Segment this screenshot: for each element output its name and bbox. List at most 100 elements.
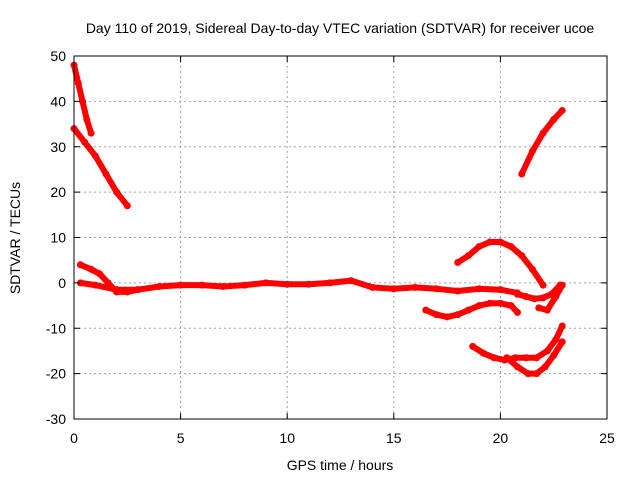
- data-point: [87, 265, 95, 273]
- data-point: [524, 370, 532, 378]
- data-point: [262, 279, 270, 287]
- x-axis-label: GPS time / hours: [287, 457, 394, 473]
- data-point: [552, 336, 560, 344]
- data-point: [528, 265, 536, 273]
- x-tick-label: 15: [386, 430, 402, 446]
- data-point: [74, 79, 82, 87]
- series-line-arc-low-left: [469, 323, 566, 363]
- y-tick-label: -30: [46, 411, 66, 427]
- data-point: [347, 277, 355, 285]
- data-point: [522, 354, 530, 362]
- data-point: [475, 302, 483, 310]
- data-point: [539, 281, 547, 289]
- data-point: [432, 285, 440, 293]
- y-tick-label: 10: [50, 230, 66, 246]
- data-point: [518, 252, 526, 260]
- y-tick-label: 40: [50, 93, 66, 109]
- axis-ticks: 0 5 10 15 20 25 -30 -20 -10 0 10 20 30 40 50: [46, 48, 615, 446]
- data-point: [113, 188, 121, 196]
- data-point: [469, 342, 477, 350]
- series-line-arc-dip-mid: [422, 300, 521, 320]
- y-tick-label: 50: [50, 48, 66, 64]
- data-point: [503, 354, 511, 362]
- x-tick-label: 20: [493, 430, 509, 446]
- data-point: [522, 292, 530, 300]
- data-point: [91, 152, 99, 160]
- x-tick-label: 5: [177, 430, 185, 446]
- data-point: [241, 281, 249, 289]
- y-tick-label: -20: [46, 366, 66, 382]
- data-point: [539, 294, 547, 302]
- data-point: [411, 283, 419, 291]
- data-point: [533, 370, 541, 378]
- data-point: [552, 292, 560, 300]
- data-point: [558, 322, 566, 330]
- data-point: [368, 283, 376, 291]
- series-line-arc-baseline: [77, 277, 521, 296]
- y-tick-label: 0: [58, 275, 66, 291]
- data-point: [513, 290, 521, 298]
- data-point: [79, 97, 87, 105]
- data-point: [305, 280, 313, 288]
- y-tick-label: 20: [50, 184, 66, 200]
- data-point: [443, 313, 451, 321]
- data-point: [96, 270, 104, 278]
- data-point: [507, 243, 515, 251]
- y-tick-label: 30: [50, 139, 66, 155]
- data-point: [518, 170, 526, 178]
- data-point: [543, 306, 551, 314]
- data-point: [83, 116, 91, 124]
- data-point: [113, 286, 121, 294]
- data-point: [490, 354, 498, 362]
- x-tick-label: 25: [599, 430, 615, 446]
- chart-title: Day 110 of 2019, Sidereal Day-to-day VTE…: [86, 20, 595, 36]
- data-point: [155, 283, 163, 291]
- data-point: [475, 285, 483, 293]
- data-point: [81, 138, 89, 146]
- data-point: [496, 286, 504, 294]
- data-point: [475, 243, 483, 251]
- data-point: [513, 308, 521, 316]
- data-point: [507, 302, 515, 310]
- data-point: [464, 252, 472, 260]
- data-point: [550, 351, 558, 359]
- x-tick-label: 10: [279, 430, 295, 446]
- data-point: [496, 299, 504, 307]
- data-point: [528, 147, 536, 155]
- data-point: [198, 281, 206, 289]
- x-tick-label: 0: [70, 430, 78, 446]
- data-point: [102, 170, 110, 178]
- data-series: [70, 61, 566, 378]
- data-point: [283, 280, 291, 288]
- data-point: [454, 311, 462, 319]
- data-point: [454, 258, 462, 266]
- data-point: [541, 363, 549, 371]
- data-point: [422, 306, 430, 314]
- data-point: [123, 202, 131, 210]
- data-point: [486, 299, 494, 307]
- data-point: [326, 279, 334, 287]
- data-point: [558, 106, 566, 114]
- data-point: [91, 281, 99, 289]
- data-point: [479, 349, 487, 357]
- data-point: [543, 347, 551, 355]
- y-tick-label: -10: [46, 320, 66, 336]
- data-point: [496, 238, 504, 246]
- data-point: [550, 116, 558, 124]
- series-line-arc-late-spike: [535, 282, 566, 314]
- data-point: [390, 285, 398, 293]
- data-point: [486, 238, 494, 246]
- data-point: [76, 279, 84, 287]
- data-point: [219, 283, 227, 291]
- y-axis-label: SDTVAR / TECUs: [7, 182, 23, 294]
- data-point: [177, 281, 185, 289]
- data-point: [454, 287, 462, 295]
- data-point: [76, 261, 84, 269]
- data-point: [558, 281, 566, 289]
- data-point: [87, 129, 95, 137]
- data-point: [464, 306, 472, 314]
- data-point: [432, 311, 440, 319]
- data-point: [535, 304, 543, 312]
